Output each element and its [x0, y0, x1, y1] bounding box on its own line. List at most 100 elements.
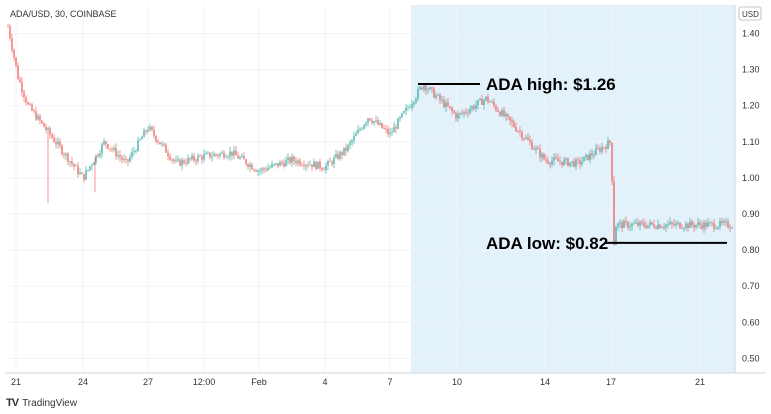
candle-body [581, 161, 583, 165]
candle-body [405, 107, 407, 112]
price-tick-label: 0.90 [742, 209, 760, 219]
candle-body [161, 143, 163, 145]
candle-body [31, 104, 33, 111]
candle-body [659, 224, 661, 228]
candle-body [81, 172, 83, 174]
candle-body [541, 153, 543, 158]
candle-body [661, 227, 663, 229]
candle-body [535, 148, 537, 150]
candle-body [347, 144, 349, 152]
candle-body [227, 156, 229, 158]
candle-body [725, 221, 727, 223]
candle-body [523, 138, 525, 140]
candle-body [583, 156, 585, 162]
candle-body [671, 222, 673, 224]
candle-body [215, 154, 217, 155]
candle-body [51, 134, 53, 138]
candle-body [317, 161, 319, 169]
candle-body [649, 222, 651, 225]
candle-body [147, 129, 149, 132]
candle-body [279, 162, 281, 167]
candle-body [375, 120, 377, 122]
candle-body [199, 155, 201, 157]
candle-body [9, 26, 11, 39]
candle-body [125, 158, 127, 160]
candle-body [721, 220, 723, 223]
candle-body [261, 168, 263, 171]
candle-body [207, 152, 209, 154]
candle-body [335, 154, 337, 158]
candle-body [629, 226, 631, 228]
candle-body [557, 158, 559, 162]
time-tick-label: 24 [78, 377, 88, 387]
time-tick-label: 7 [387, 377, 392, 387]
candle-body [93, 162, 95, 166]
candle-body [87, 169, 89, 171]
candle-body [441, 99, 443, 101]
candle-body [459, 113, 461, 115]
candle-body [103, 141, 105, 145]
candle-body [237, 155, 239, 159]
candle-body [515, 126, 517, 131]
candle-body [155, 135, 157, 141]
candle-body [593, 154, 595, 156]
candle-body [153, 129, 155, 136]
candle-body [133, 151, 135, 153]
candle-body [251, 164, 253, 170]
candle-body [107, 144, 109, 149]
candle-body [197, 155, 199, 162]
candle-body [687, 223, 689, 228]
candle-body [323, 169, 325, 171]
candle-body [287, 157, 289, 161]
candle-body [491, 101, 493, 103]
candle-body [555, 157, 557, 159]
candle-body [353, 136, 355, 141]
candle-body [75, 165, 77, 167]
candle-body [499, 111, 501, 116]
candle-body [627, 222, 629, 228]
candle-body [397, 118, 399, 129]
candle-body [415, 98, 417, 103]
candle-body [613, 181, 615, 245]
candle-body [173, 159, 175, 161]
candle-body [729, 227, 731, 229]
candle-body [703, 222, 705, 229]
candle-body [217, 154, 219, 156]
candle-body [615, 226, 617, 245]
candle-body [49, 128, 51, 135]
candle-body [483, 100, 485, 105]
candle-body [341, 152, 343, 155]
candle-body [85, 170, 87, 180]
time-tick-label: 14 [540, 377, 550, 387]
candle-body [379, 122, 381, 125]
candle-body [17, 65, 19, 79]
candle-body [457, 114, 459, 119]
candle-body [175, 160, 177, 162]
candle-body [693, 224, 695, 228]
candle-body [727, 221, 729, 228]
candle-body [135, 150, 137, 152]
candle-body [219, 153, 221, 156]
candle-body [525, 137, 527, 139]
candle-body [327, 161, 329, 166]
candle-body [503, 110, 505, 117]
candle-body [111, 148, 113, 150]
candle-body [239, 157, 241, 159]
candle-body [19, 78, 21, 83]
currency-badge[interactable] [738, 6, 762, 21]
candle-body [495, 105, 497, 111]
candle-body [655, 227, 657, 229]
candle-body [325, 165, 327, 171]
candle-body [553, 157, 555, 161]
candle-body [141, 137, 143, 140]
candle-body [449, 106, 451, 108]
candle-body [673, 223, 675, 226]
candle-body [531, 142, 533, 150]
candle-body [437, 94, 439, 96]
candle-body [295, 160, 297, 164]
candle-body [73, 163, 75, 167]
candle-body [305, 164, 307, 167]
footer: TV TradingView [6, 396, 77, 410]
candle-body [91, 165, 93, 167]
price-tick-label: 0.80 [742, 245, 760, 255]
